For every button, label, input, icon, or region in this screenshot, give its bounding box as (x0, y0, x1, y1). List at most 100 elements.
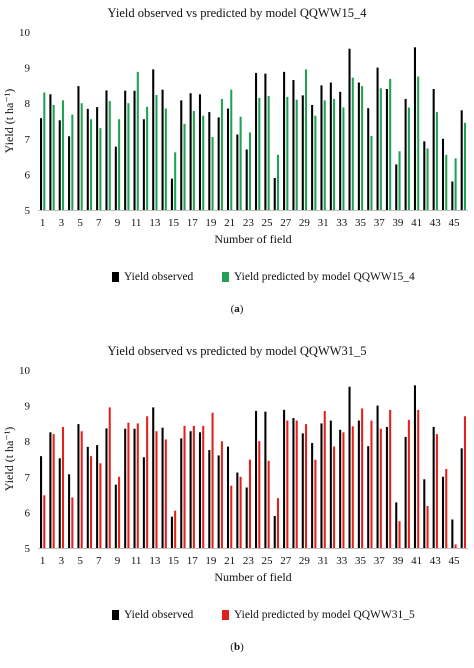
bar-observed (68, 136, 71, 210)
bar-observed (133, 90, 136, 210)
bar-predicted (351, 426, 354, 548)
bar-predicted (398, 521, 401, 548)
legend-swatch-predicted (222, 272, 229, 282)
bar-observed (86, 446, 89, 548)
bar-predicted (370, 420, 373, 548)
bar-predicted (183, 123, 186, 210)
legend-item-observed: Yield observed (112, 609, 193, 621)
bar-observed (320, 85, 323, 210)
bar-predicted (248, 459, 251, 548)
bar-observed (226, 446, 230, 548)
bar-predicted (136, 71, 139, 211)
x-tick-label: 3 (59, 217, 65, 229)
x-tick-label: 37 (374, 217, 386, 229)
x-tick-label: 7 (96, 555, 102, 567)
bar-observed (49, 94, 52, 210)
legend-swatch-predicted (222, 610, 229, 620)
bar-predicted (80, 431, 83, 548)
bar-observed (404, 436, 407, 548)
y-tick-label: 10 (19, 27, 31, 39)
bar-predicted (361, 86, 364, 210)
bar-predicted (174, 152, 177, 210)
bar-observed (301, 433, 304, 548)
x-tick-label: 3 (59, 555, 65, 567)
y-tick-label: 8 (25, 98, 31, 110)
bar-observed (245, 149, 248, 210)
bar-observed (124, 428, 127, 548)
x-tick-label: 21 (224, 217, 235, 229)
x-tick-label: 29 (299, 555, 311, 567)
bar-predicted (43, 495, 46, 548)
x-tick-label: 23 (243, 555, 255, 567)
bar-observed (105, 90, 108, 210)
legend-label-predicted: Yield predicted by model QQWW31_5 (234, 609, 415, 621)
bar-observed (58, 458, 61, 548)
x-tick-label: 45 (448, 217, 460, 229)
bar-predicted (127, 422, 130, 548)
bar-observed (198, 432, 201, 548)
bar-predicted (52, 434, 55, 548)
bar-predicted (146, 106, 149, 210)
bar-observed (339, 91, 342, 210)
x-tick-label: 43 (430, 555, 442, 567)
x-tick-label: 17 (187, 217, 199, 229)
x-tick-label: 41 (411, 555, 422, 567)
bar-observed (283, 409, 286, 548)
bar-predicted (323, 100, 326, 210)
bar-predicted (155, 95, 158, 210)
bar-predicted (295, 420, 298, 548)
bar-observed (58, 120, 61, 210)
bar-observed (86, 108, 89, 210)
x-axis-title: Number of field (214, 232, 291, 246)
bar-observed (404, 98, 407, 210)
bar-predicted (61, 426, 65, 548)
bar-predicted (164, 108, 167, 210)
legend-label-observed: Yield observed (124, 609, 194, 621)
bar-observed (40, 118, 43, 210)
bar-predicted (426, 505, 429, 548)
bar-predicted (118, 476, 121, 548)
bar-predicted (258, 97, 261, 210)
x-axis-title: Number of field (214, 570, 291, 584)
bar-observed (451, 181, 454, 210)
x-tick-label: 27 (280, 555, 292, 567)
bar-predicted (407, 107, 410, 210)
bar-observed (217, 455, 220, 548)
bar-observed (376, 67, 379, 210)
bar-observed (180, 438, 183, 548)
bar-predicted (379, 428, 382, 548)
bar-observed (460, 448, 463, 548)
bar-predicted (108, 101, 111, 210)
x-tick-label: 43 (430, 217, 442, 229)
bar-observed (357, 82, 360, 210)
bar-observed (441, 476, 445, 548)
bar-observed (226, 108, 230, 210)
y-tick-label: 9 (25, 401, 31, 413)
bar-observed (264, 411, 267, 548)
legend: Yield observed Yield predicted by model … (0, 271, 474, 287)
bar-predicted (211, 412, 214, 548)
bar-predicted (454, 158, 457, 210)
legend-item-observed: Yield observed (112, 271, 193, 283)
x-tick-label: 35 (355, 555, 367, 567)
bar-observed (273, 515, 276, 548)
bar-observed (311, 104, 314, 210)
bar-observed (264, 73, 267, 211)
bar-observed (208, 450, 211, 548)
bar-predicted (314, 115, 317, 210)
legend-item-predicted: Yield predicted by model QQWW31_5 (222, 609, 415, 621)
bar-predicted (155, 431, 158, 548)
bar-predicted (146, 416, 149, 548)
bar-predicted (361, 408, 364, 548)
bar-observed (180, 100, 183, 210)
bar-observed (68, 474, 71, 548)
bar-predicted (136, 423, 139, 548)
bar-predicted (192, 425, 195, 548)
bar-observed (217, 117, 220, 210)
bar-predicted (286, 96, 289, 210)
bar-predicted (305, 69, 308, 210)
bar-predicted (398, 151, 401, 210)
bar-observed (142, 119, 145, 210)
bar-predicted (164, 439, 167, 548)
